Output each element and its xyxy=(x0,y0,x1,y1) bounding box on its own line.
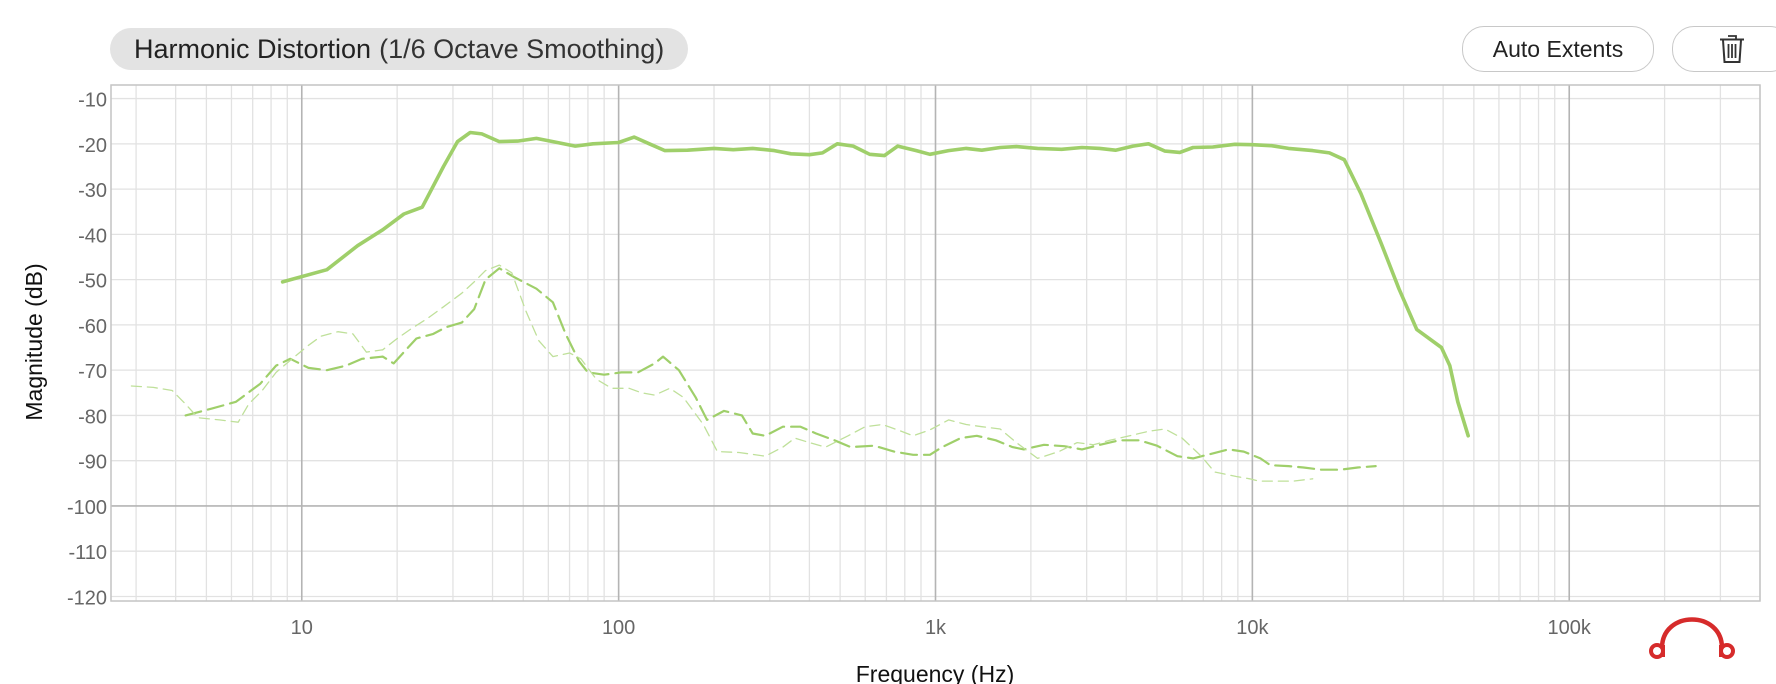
delete-button[interactable] xyxy=(1672,26,1776,72)
y-tick-label: -70 xyxy=(78,361,107,383)
y-tick-label: -90 xyxy=(78,452,107,474)
series-line-1 xyxy=(280,130,1470,438)
x-tick-label: 1k xyxy=(925,617,947,639)
chart-title-pill: Harmonic Distortion (1/6 Octave Smoothin… xyxy=(110,28,689,70)
series-layer xyxy=(130,130,1470,482)
y-tick-label: -50 xyxy=(78,271,107,293)
y-tick-label: -10 xyxy=(78,90,107,112)
x-axis-label: Frequency (Hz) xyxy=(856,661,1014,684)
auto-extents-button[interactable]: Auto Extents xyxy=(1462,26,1654,72)
x-tick-label: 100 xyxy=(602,617,635,639)
series-line-2 xyxy=(184,267,1377,471)
major-grid xyxy=(111,85,1760,601)
y-tick-label: -40 xyxy=(78,225,107,247)
y-axis-label: Magnitude (dB) xyxy=(21,263,47,420)
y-tick-label: -60 xyxy=(78,316,107,338)
y-tick-labels: -10 -20 -30 -40 -50 -60 -70 -80 -90 -100 -110 -120 xyxy=(67,90,107,610)
auto-extents-label: Auto Extents xyxy=(1492,35,1624,62)
chart-title: Harmonic Distortion xyxy=(134,33,372,64)
y-tick-label: -100 xyxy=(67,497,107,519)
trash-icon xyxy=(1720,35,1744,63)
x-tick-label: 100k xyxy=(1548,617,1592,639)
y-tick-label: -30 xyxy=(78,180,107,202)
headphones-logo-icon xyxy=(1649,617,1735,659)
x-tick-label: 10k xyxy=(1236,617,1269,639)
y-tick-label: -120 xyxy=(67,587,107,609)
x-tick-label: 10 xyxy=(291,617,313,639)
y-tick-label: -110 xyxy=(68,542,107,564)
y-tick-label: -80 xyxy=(78,406,107,428)
x-tick-labels: 10 100 1k 10k 100k xyxy=(291,617,1592,639)
plot-frame xyxy=(110,84,1761,602)
chart-subtitle: (1/6 Octave Smoothing) xyxy=(379,33,665,64)
series-line-3 xyxy=(130,264,1314,482)
y-tick-label: -20 xyxy=(78,135,107,157)
